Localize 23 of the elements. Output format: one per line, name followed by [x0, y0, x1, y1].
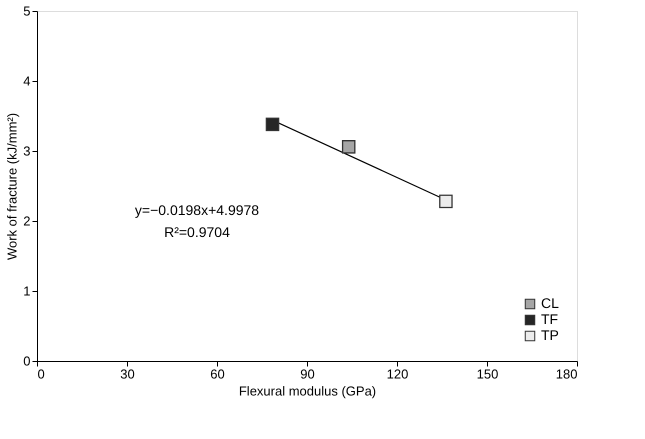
legend-label: TP [541, 327, 559, 343]
x-tick-label: 90 [300, 366, 315, 382]
x-tick-label: 180 [556, 366, 578, 382]
y-tick-label: 1 [23, 284, 30, 298]
y-tick-label: 3 [23, 144, 30, 158]
annotation: R²=0.9704 [164, 224, 230, 240]
y-tick-label: 4 [23, 74, 30, 88]
x-axis-title: Flexural modulus (GPa) [238, 384, 376, 398]
y-tick-label: 0 [23, 354, 30, 368]
x-tick-label: 120 [386, 366, 408, 382]
x-tick-label: 30 [120, 366, 135, 382]
annotation: y=−0.0198x+4.9978 [134, 202, 260, 218]
point [266, 118, 280, 132]
y-tick-label: 5 [23, 4, 30, 18]
legend-label: TF [541, 311, 558, 327]
point [439, 194, 453, 208]
point [342, 140, 356, 154]
x-tick-label: 60 [210, 366, 225, 382]
legend-label: CL [541, 295, 560, 311]
y-axis-title: Work of fracture (kJ/mm²) [4, 112, 20, 260]
y-tick-label: 2 [23, 214, 30, 228]
x-tick-label: 150 [476, 366, 498, 382]
x-tick-label: 0 [38, 366, 45, 382]
